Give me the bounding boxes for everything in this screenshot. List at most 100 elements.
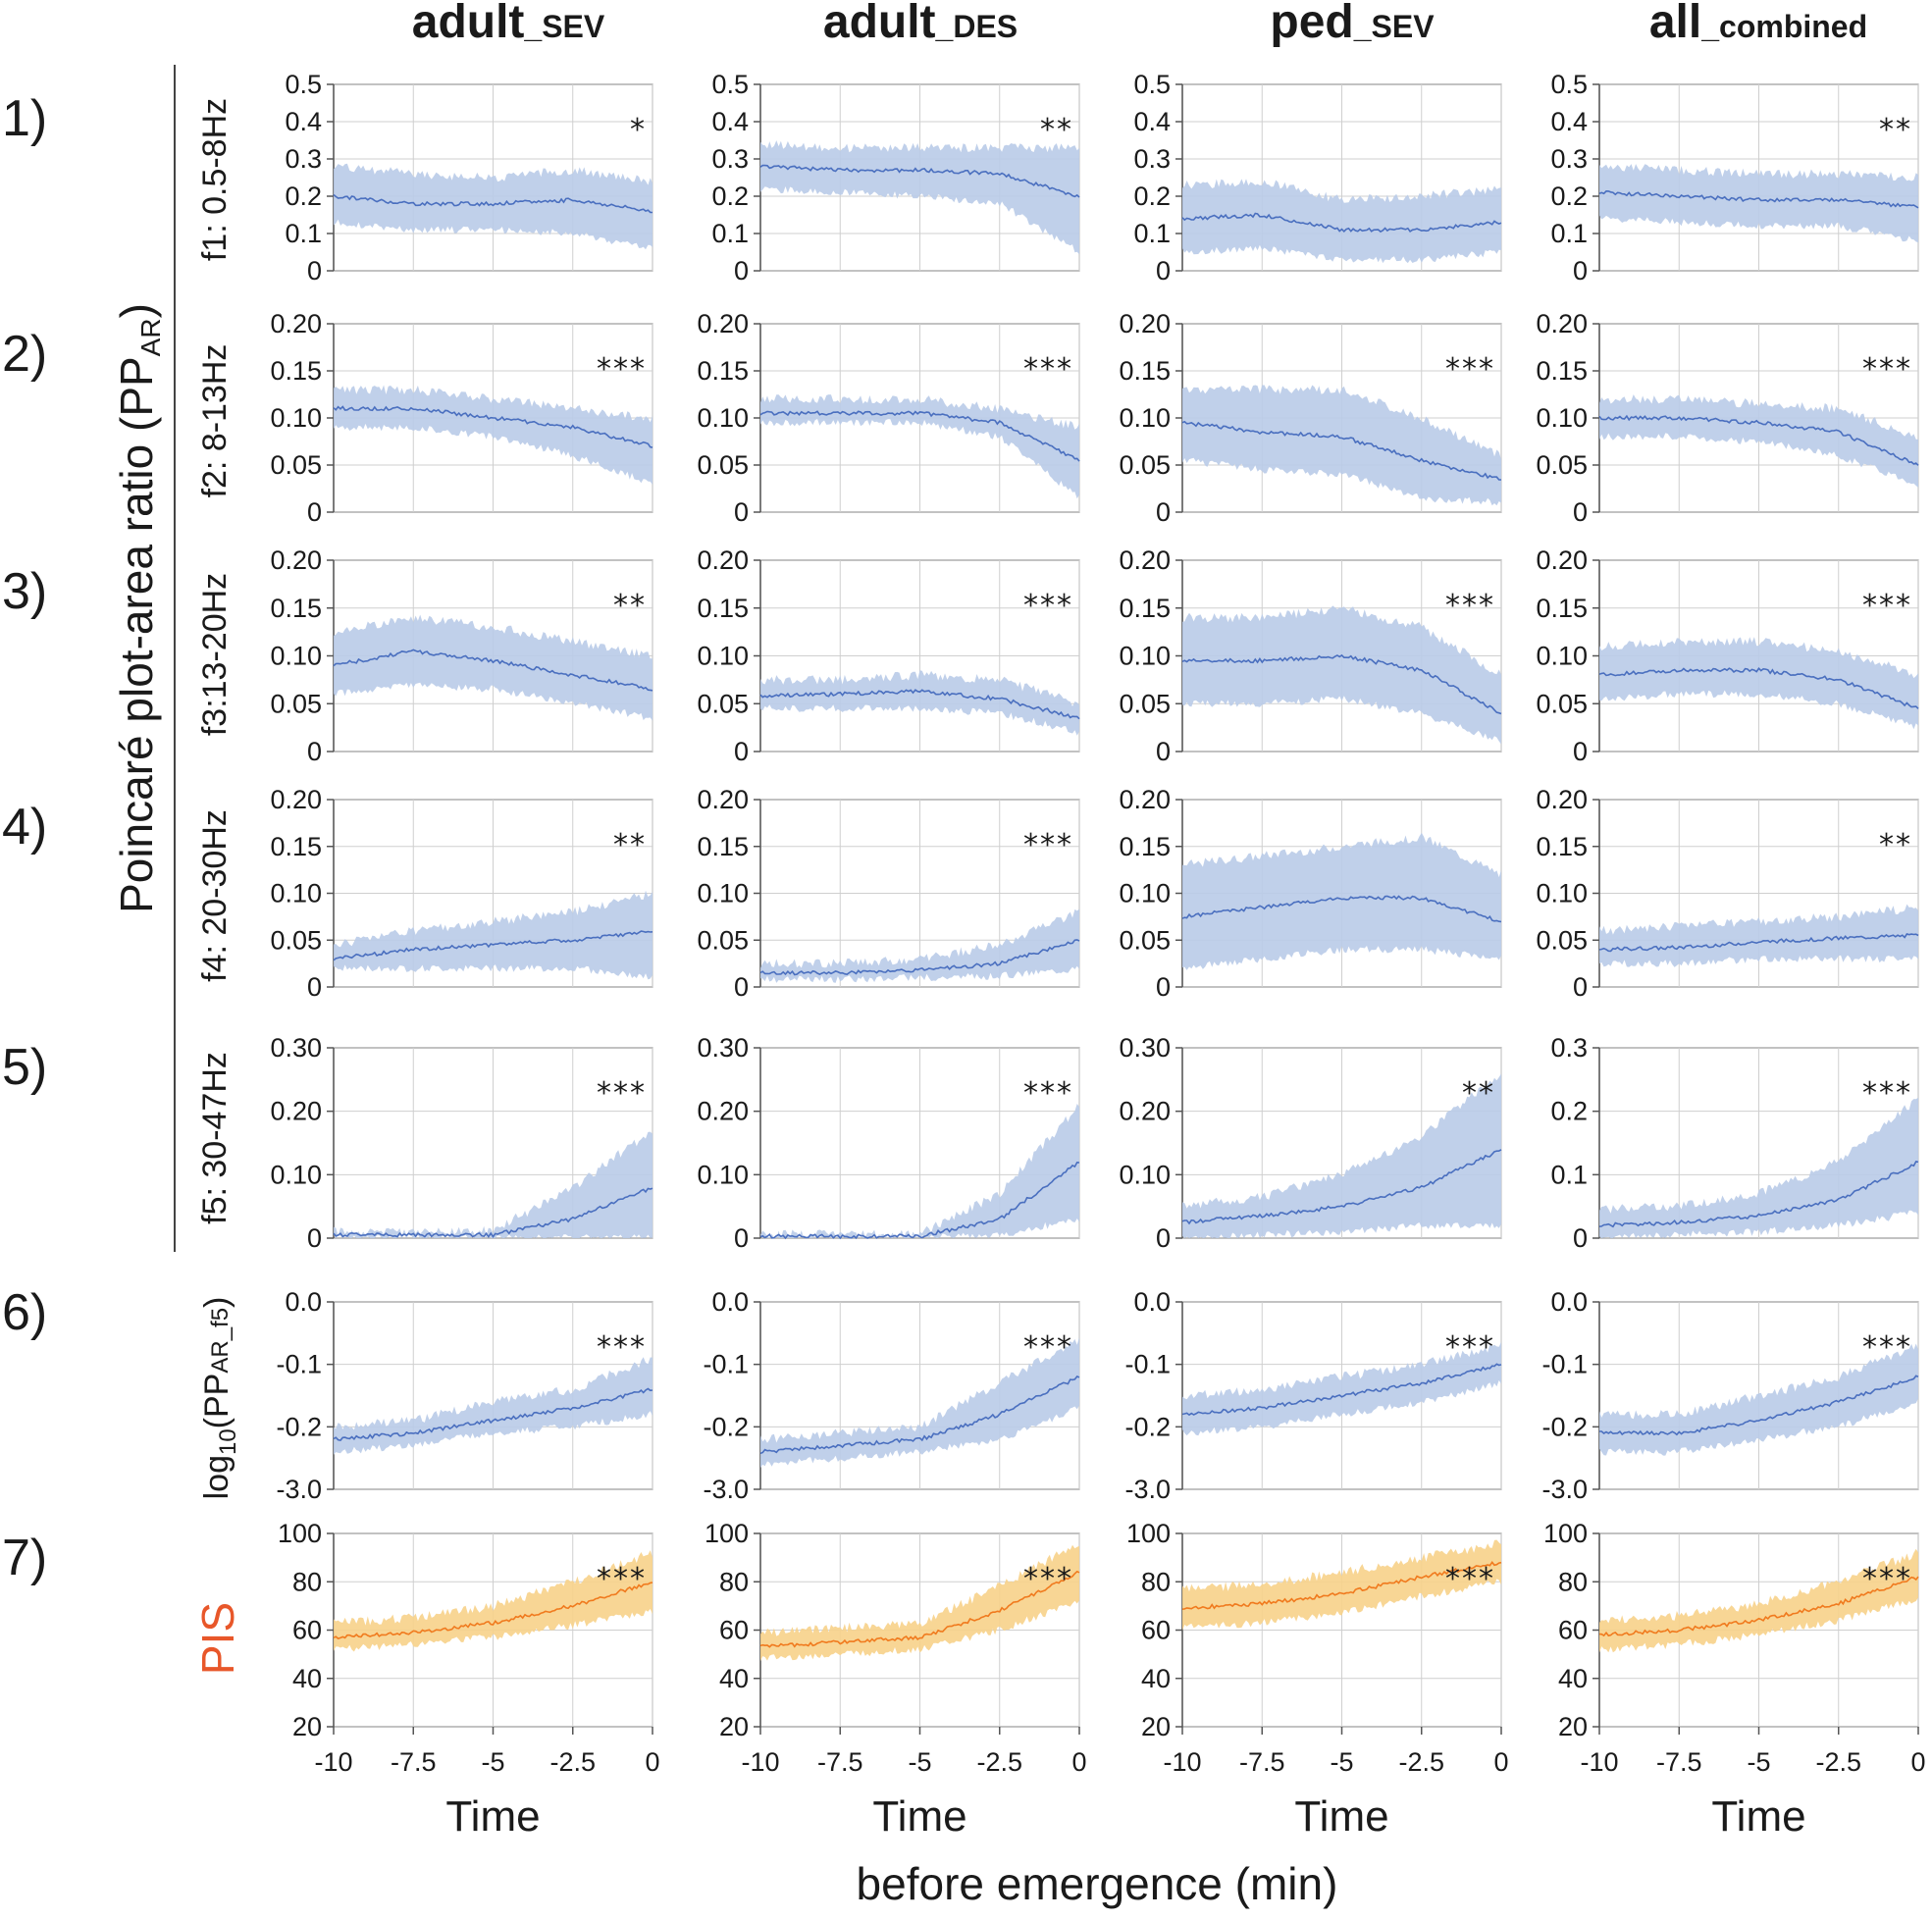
y-tick-label: 0.3 xyxy=(285,144,322,174)
column-header-main: ped xyxy=(1270,0,1353,48)
mean-line xyxy=(1598,667,1919,709)
y-tick-label: 0.15 xyxy=(270,594,322,623)
y-tick-label: 0.20 xyxy=(1536,785,1588,814)
y-tick-label: 0 xyxy=(1573,256,1588,285)
y-tick-label: 0.10 xyxy=(270,879,322,908)
y-tick-label: 0.0 xyxy=(711,1287,749,1317)
confidence-band xyxy=(1599,637,1918,730)
y-tick-label: 0.20 xyxy=(270,545,322,575)
mean-line xyxy=(1598,189,1919,209)
y-tick-label: 60 xyxy=(292,1616,322,1645)
y-tick-label: 0.10 xyxy=(1536,879,1588,908)
y-tick-label: 0.05 xyxy=(697,689,749,718)
y-tick-label: -0.2 xyxy=(1541,1412,1588,1441)
x-tick-label: -5 xyxy=(1330,1747,1353,1777)
mean-line xyxy=(1181,212,1502,234)
y-tick-label: -3.0 xyxy=(703,1475,749,1504)
significance-marker: ** xyxy=(613,828,647,862)
y-tick-label: 0.30 xyxy=(270,1033,322,1063)
panel-r5-c1: 0.30 0.20 0.10 0 *** xyxy=(270,1033,653,1253)
confidence-band xyxy=(1599,1548,1918,1653)
y-tick-label: 0 xyxy=(1573,497,1588,527)
confidence-band xyxy=(760,1104,1079,1238)
x-tick-label: 0 xyxy=(1493,1747,1508,1777)
row-number-6: 6) xyxy=(2,1284,47,1341)
x-tick-label: -10 xyxy=(741,1747,779,1777)
significance-marker: *** xyxy=(1445,589,1495,623)
x-tick-label: -10 xyxy=(1580,1747,1618,1777)
confidence-band xyxy=(760,1337,1079,1468)
y-tick-label: 80 xyxy=(1141,1567,1171,1596)
y-tick-label: 60 xyxy=(719,1616,749,1645)
y-tick-label: 0 xyxy=(734,737,749,766)
y-tick-label: 0 xyxy=(307,256,322,285)
y-tick-label: 60 xyxy=(1141,1616,1171,1645)
y-tick-label: 40 xyxy=(1558,1664,1588,1693)
y-tick-label: 0 xyxy=(734,256,749,285)
y-tick-label: -0.1 xyxy=(276,1350,322,1379)
x-tick-label: -5 xyxy=(1747,1747,1770,1777)
x-tick-label: -2.5 xyxy=(1815,1747,1861,1777)
confidence-band xyxy=(1182,1539,1501,1631)
y-tick-label: 0.3 xyxy=(1133,144,1171,174)
y-tick-label: 40 xyxy=(1141,1664,1171,1693)
y-tick-label: 0.10 xyxy=(1119,403,1171,433)
y-tick-label: 20 xyxy=(719,1712,749,1741)
row-ylabel-log: log10(PPAR_f5) xyxy=(198,1297,241,1500)
y-tick-label: 0 xyxy=(734,1223,749,1253)
panel-r2-c4: 0.20 0.15 0.10 0.05 0 *** xyxy=(1536,309,1919,527)
y-tick-label: 0.0 xyxy=(1133,1287,1171,1317)
y-tick-label: 0.20 xyxy=(1119,785,1171,814)
x-tick-label: -2.5 xyxy=(1398,1747,1444,1777)
significance-marker: *** xyxy=(597,1076,647,1111)
x-tick-label: -7.5 xyxy=(817,1747,863,1777)
significance-marker: ** xyxy=(1462,1076,1495,1111)
y-tick-label: 0.05 xyxy=(697,450,749,480)
mean-line xyxy=(759,164,1080,198)
y-tick-label: 0.0 xyxy=(1550,1287,1588,1317)
y-tick-label: 0.10 xyxy=(1119,879,1171,908)
y-tick-label: 40 xyxy=(719,1664,749,1693)
y-tick-label: 0.10 xyxy=(270,1160,322,1189)
y-tick-label: 0.20 xyxy=(1536,309,1588,338)
panels: 0.50.40.30.20.10*0.200.150.100.050***0.2… xyxy=(270,70,1925,1841)
y-tick-label: 100 xyxy=(1543,1519,1588,1548)
y-axis-labels: Poincaré plot-area ratio (PPAR) f1: 0.5-8… xyxy=(111,65,243,1675)
y-tick-label: 0 xyxy=(1573,737,1588,766)
y-tick-label: -0.1 xyxy=(703,1350,749,1379)
y-tick-label: 0.2 xyxy=(285,182,322,211)
column-header-main: adult xyxy=(412,0,525,48)
y-tick-label: 0.20 xyxy=(697,545,749,575)
mean-line xyxy=(1181,1363,1502,1417)
chart-column-1: 0.50.40.30.20.10**0.200.150.100.050***0.… xyxy=(697,70,1086,1841)
row-number-3: 3) xyxy=(2,563,47,620)
column-header-3: all_combined xyxy=(1649,0,1867,48)
y-tick-label: 0.5 xyxy=(1133,70,1171,99)
y-tick-label: 0.20 xyxy=(1119,309,1171,338)
y-tick-label: 0.1 xyxy=(1133,219,1171,248)
y-tick-label: 20 xyxy=(1141,1712,1171,1741)
y-tick-label: 0.05 xyxy=(1536,925,1588,955)
y-tick-label: -0.1 xyxy=(1541,1350,1588,1379)
panel-xlabel: Time xyxy=(872,1792,966,1841)
y-tick-label: 0.20 xyxy=(697,309,749,338)
y-tick-label: 0 xyxy=(1573,1223,1588,1253)
confidence-band xyxy=(1599,1343,1918,1456)
column-header-0: adult_SEV xyxy=(412,0,605,48)
y-tick-label: 0.1 xyxy=(1550,219,1588,248)
y-tick-label: 0.4 xyxy=(285,107,322,136)
confidence-band xyxy=(760,1544,1079,1662)
y-tick-label: 0.05 xyxy=(1119,450,1171,480)
confidence-band xyxy=(760,670,1079,736)
panel-r2-c2: 0.20 0.15 0.10 0.05 0 *** xyxy=(697,309,1080,527)
row-ylabel-f2: f2: 8-13Hz xyxy=(196,344,234,498)
mean-line xyxy=(1599,1375,1919,1436)
mean-line xyxy=(333,1187,653,1239)
y-tick-label: 0.3 xyxy=(1550,144,1588,174)
y-tick-label: -0.2 xyxy=(703,1412,749,1441)
y-tick-label: -0.2 xyxy=(1124,1412,1171,1441)
mean-line xyxy=(1598,1160,1919,1228)
y-tick-label: 0.20 xyxy=(270,309,322,338)
significance-marker: *** xyxy=(1862,1076,1912,1111)
y-tick-label: 0.20 xyxy=(1536,545,1588,575)
